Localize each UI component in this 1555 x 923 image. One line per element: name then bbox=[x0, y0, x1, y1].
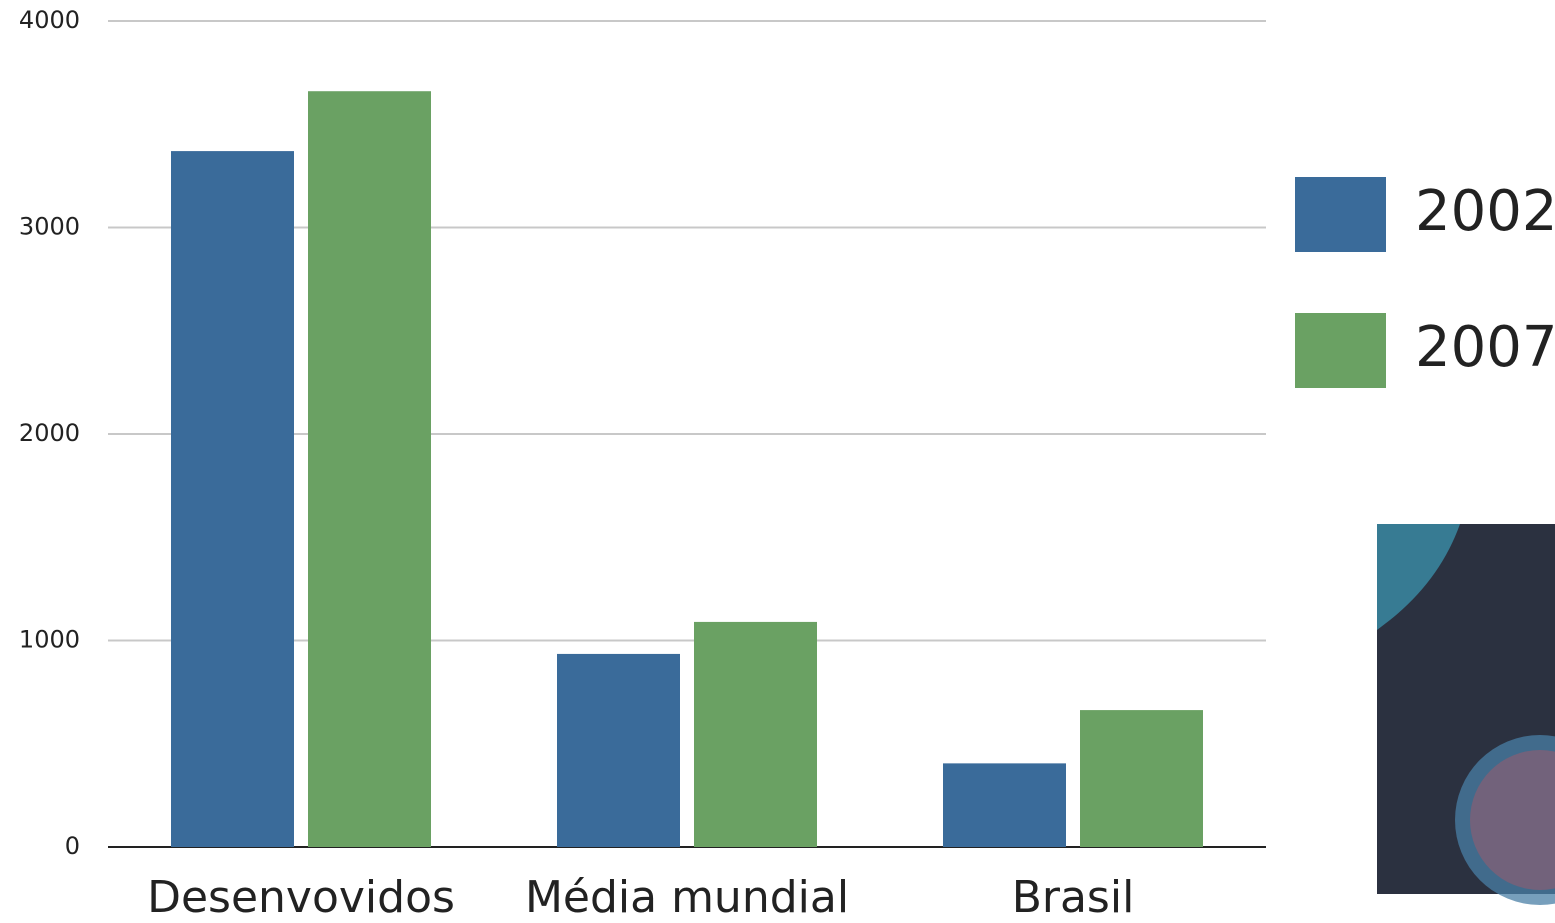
cover-pattern bbox=[1470, 750, 1555, 890]
legend-swatch bbox=[1295, 313, 1386, 388]
x-tick-label: Desenvovidos bbox=[147, 872, 455, 923]
bar bbox=[694, 621, 817, 847]
x-tick-label: Média mundial bbox=[525, 872, 849, 923]
x-tick-label: Brasil bbox=[1012, 872, 1135, 923]
y-tick-label: 0 bbox=[65, 832, 80, 860]
y-tick-label: 2000 bbox=[19, 419, 80, 447]
y-tick-label: 1000 bbox=[19, 626, 80, 654]
bar bbox=[1080, 710, 1203, 847]
y-tick-label: 3000 bbox=[19, 213, 80, 241]
bar bbox=[171, 151, 294, 848]
book-cover bbox=[1377, 524, 1555, 905]
legend-label: 2007 bbox=[1415, 315, 1555, 380]
cover-pattern bbox=[1377, 524, 1460, 630]
y-tick-label: 4000 bbox=[19, 6, 80, 34]
legend-label: 2002 bbox=[1415, 179, 1555, 244]
bar bbox=[943, 763, 1066, 847]
bar bbox=[557, 653, 680, 847]
bar bbox=[308, 91, 431, 847]
legend-swatch bbox=[1295, 177, 1386, 252]
